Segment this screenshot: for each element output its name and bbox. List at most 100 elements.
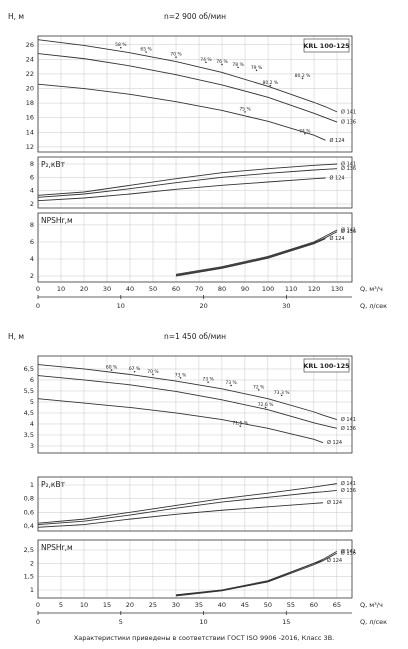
y-axis-label: NPSHr,м — [41, 216, 73, 225]
y-axis-label: H, м — [8, 332, 24, 341]
x2-axis-label: Q, л/сек — [360, 618, 387, 626]
y-tick-label: 0,6 — [24, 508, 34, 516]
x-tick-label: 60 — [310, 601, 318, 609]
efficiency-point — [133, 370, 136, 373]
efficiency-label: 70 % — [147, 369, 159, 375]
efficiency-label: 67 % — [129, 366, 141, 372]
curve — [37, 168, 338, 198]
model-box — [303, 38, 350, 53]
y-tick-label: 6 — [30, 376, 34, 384]
curve-label: Ø 136 — [341, 119, 356, 126]
efficiency-point — [244, 111, 246, 113]
curve-label: Ø 141 — [341, 480, 356, 487]
x2-axis-label: Q, л/сек — [360, 302, 387, 310]
curve-label: Ø 124 — [330, 137, 345, 144]
efficiency-label: 71,5 % — [232, 421, 248, 427]
model-label: KRL 100-125 — [303, 42, 350, 50]
efficiency-label: 74 % — [299, 128, 311, 134]
efficiency-point — [239, 425, 242, 427]
x-tick-label: 45 — [241, 601, 249, 609]
panel-frame — [37, 35, 353, 153]
curve-label: Ø 141 — [341, 108, 356, 115]
panel-frame — [37, 355, 353, 454]
curve-label: Ø 136 — [341, 425, 356, 432]
panel-frame — [37, 156, 353, 209]
y-tick-label: 1 — [30, 481, 34, 489]
y-tick-label: 26 — [26, 41, 34, 49]
y-axis-label: P₂,кВт — [41, 160, 66, 169]
x-tick-label: 80 — [218, 285, 226, 293]
efficiency-point — [237, 66, 239, 69]
footer: Характеристики приведены в соответствии … — [74, 634, 334, 642]
y-tick-label: 6,5 — [24, 365, 34, 373]
x-tick-label: 110 — [285, 285, 297, 293]
curve — [175, 550, 338, 596]
x-tick-label: 40 — [126, 285, 134, 293]
x2-tick-label: 0 — [36, 618, 40, 626]
efficiency-point — [257, 389, 260, 391]
y-tick-label: 4 — [30, 420, 34, 428]
x2-tick-label: 5 — [119, 618, 123, 626]
y-tick-label: 22 — [26, 70, 34, 78]
efficiency-point — [145, 51, 147, 53]
y-tick-label: 2 — [30, 200, 34, 208]
efficiency-point — [304, 132, 306, 135]
y-tick-label: 5 — [30, 398, 34, 406]
efficiency-point — [179, 376, 182, 379]
panel-frame — [37, 476, 353, 532]
curve — [37, 375, 337, 429]
efficiency-label: 73 % — [175, 372, 187, 378]
curve-label: Ø 124 — [330, 235, 345, 242]
x-tick-label: 130 — [331, 285, 343, 293]
x-tick-label: 10 — [80, 601, 88, 609]
curve-label: Ø 136 — [341, 228, 356, 235]
curve — [175, 238, 326, 277]
y-tick-label: 1 — [30, 586, 34, 594]
curve — [37, 53, 338, 123]
x2-tick-label: 10 — [199, 618, 207, 626]
x-axis-label: Q, м³/ч — [360, 601, 383, 609]
y-tick-label: 6 — [30, 238, 34, 246]
curve — [37, 490, 337, 526]
efficiency-label: 72,6 % — [258, 402, 274, 408]
curve — [37, 502, 324, 528]
curve — [37, 177, 326, 202]
panel-frame — [37, 212, 353, 283]
curve-label: Ø 124 — [327, 439, 342, 446]
y-tick-label: 2 — [30, 272, 34, 280]
y-tick-label: 2,5 — [24, 546, 34, 554]
y-tick-label: 16 — [26, 114, 34, 122]
efficiency-point — [175, 56, 177, 58]
x-tick-label: 20 — [126, 601, 134, 609]
x-tick-label: 120 — [308, 285, 320, 293]
efficiency-point — [152, 373, 154, 376]
efficiency-label: 70 % — [170, 52, 182, 58]
x2-tick-label: 30 — [282, 302, 290, 310]
y-tick-label: 8 — [30, 221, 34, 229]
efficiency-point — [110, 369, 113, 371]
x2-tick-label: 10 — [117, 302, 125, 310]
x-tick-label: 10 — [57, 285, 65, 293]
efficiency-label: 80,2 % — [262, 80, 278, 86]
x-tick-label: 55 — [287, 601, 295, 609]
efficiency-point — [301, 77, 304, 80]
efficiency-point — [269, 84, 272, 87]
y-tick-label: 6 — [30, 173, 34, 181]
x-tick-label: 15 — [103, 601, 111, 609]
x-tick-label: 30 — [103, 285, 111, 293]
x-tick-label: 35 — [195, 601, 203, 609]
x2-tick-label: 20 — [199, 302, 207, 310]
x-tick-label: 30 — [172, 601, 180, 609]
efficiency-point — [280, 394, 283, 397]
efficiency-point — [255, 69, 258, 72]
curve — [37, 364, 337, 420]
efficiency-label: 78 % — [232, 62, 244, 68]
efficiency-label: 65 % — [140, 47, 152, 53]
efficiency-point — [221, 63, 223, 66]
efficiency-label: 73,3 % — [274, 390, 290, 396]
efficiency-point — [120, 46, 122, 49]
y-tick-label: 18 — [26, 99, 34, 107]
curve-label: Ø 124 — [330, 175, 345, 182]
model-box — [303, 358, 350, 373]
curve-label: Ø 136 — [341, 165, 356, 172]
